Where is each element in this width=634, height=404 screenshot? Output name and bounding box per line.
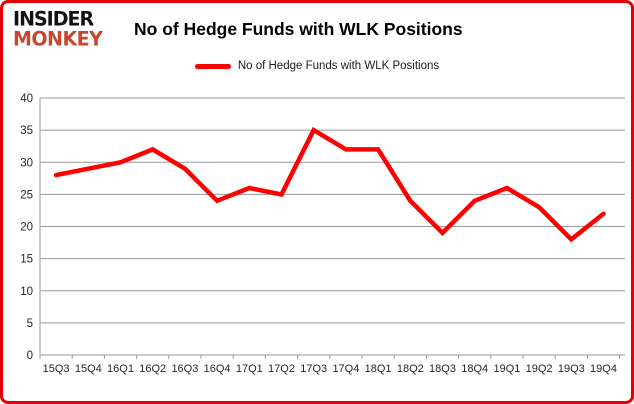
- x-axis-tick-label: 18Q4: [461, 363, 488, 375]
- logo-insider-text: INSIDER: [13, 7, 94, 31]
- x-axis-tick-label: 17Q1: [236, 363, 263, 375]
- y-axis-tick-label: 15: [20, 254, 33, 266]
- x-axis-tick-label: 16Q4: [204, 363, 231, 375]
- x-axis-tick-label: 16Q2: [139, 363, 166, 375]
- x-axis-tick-label: 17Q4: [332, 363, 359, 375]
- x-axis-tick-label: 16Q3: [171, 363, 198, 375]
- x-axis-tick-label: 19Q3: [558, 363, 585, 375]
- x-axis-tick-label: 16Q1: [107, 363, 134, 375]
- y-axis-tick-label: 40: [20, 93, 33, 105]
- x-axis-tick-label: 18Q1: [365, 363, 392, 375]
- y-axis-tick-label: 10: [20, 286, 33, 298]
- x-axis-tick-label: 19Q2: [526, 363, 553, 375]
- y-axis-tick-label: 25: [20, 189, 33, 201]
- y-axis-tick-label: 35: [20, 125, 33, 137]
- y-axis-tick-label: 20: [20, 222, 33, 234]
- logo-monkey-text: MONKEY: [13, 27, 103, 51]
- line-chart: 0 5 10 15 20 25 30 35 40 15Q3 15Q4 16Q1 16Q2 16Q3 16Q4…: [20, 93, 625, 375]
- x-axis-tick-label: 19Q1: [493, 363, 520, 375]
- y-axis-tick-label: 5: [27, 318, 33, 330]
- x-axis-tick-label: 18Q3: [429, 363, 456, 375]
- x-axis-tick-label: 15Q4: [75, 363, 102, 375]
- legend-line-swatch: [194, 63, 231, 69]
- x-axis-tick-label: 15Q3: [43, 363, 70, 375]
- chart-line-series: [53, 126, 606, 243]
- legend-label: No of Hedge Funds with WLK Positions: [237, 60, 440, 72]
- insider-monkey-logo: INSIDER MONKEY: [13, 7, 103, 51]
- x-axis-tick-label: 17Q3: [300, 363, 327, 375]
- x-axis-tick-label: 18Q2: [397, 363, 424, 375]
- x-axis-tick-label: 17Q2: [268, 363, 295, 375]
- chart-legend: No of Hedge Funds with WLK Positions: [3, 60, 631, 72]
- y-axis-tick-label: 0: [27, 350, 33, 362]
- page-title: No of Hedge Funds with WLK Positions: [134, 19, 463, 39]
- x-axis-tick-label: 19Q4: [590, 363, 617, 375]
- y-axis-tick-label: 30: [20, 157, 33, 169]
